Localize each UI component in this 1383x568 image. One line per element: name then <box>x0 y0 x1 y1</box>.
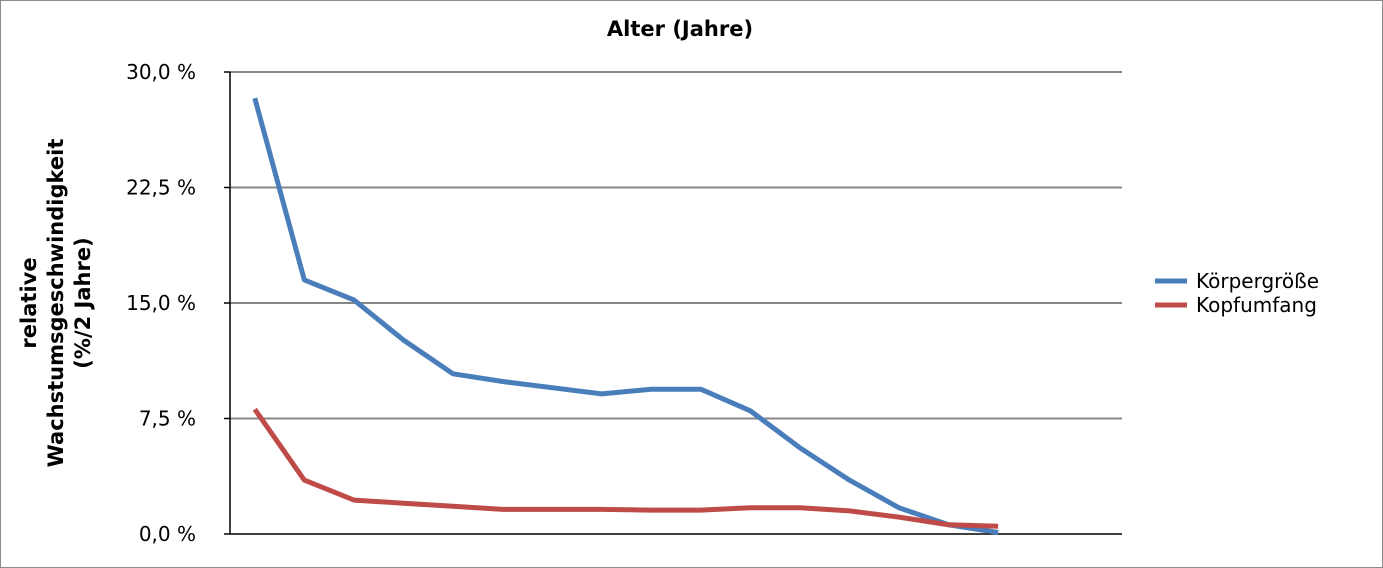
y-axis-label: relative Wachstumsgeschwindigkeit (%/2 J… <box>17 139 95 468</box>
y-tick-label: 22,5 % <box>126 176 196 200</box>
y-tick-label: 15,0 % <box>126 291 196 315</box>
y-tick-label: 30,0 % <box>126 60 196 84</box>
y-axis-label-line-1: relative <box>17 257 41 348</box>
y-tick-label: 7,5 % <box>139 407 196 431</box>
y-axis-label-line-3: (%/2 Jahre) <box>71 237 95 368</box>
gridlines <box>230 71 1122 420</box>
series-lines <box>252 97 999 535</box>
chart-title: Alter (Jahre) <box>607 17 753 41</box>
y-axis-label-line-2: Wachstumsgeschwindigkeit <box>44 139 68 468</box>
y-tick-label: 0,0 % <box>139 522 196 546</box>
series-line-2 <box>252 407 999 529</box>
legend-label: Kopfumfang <box>1196 293 1317 317</box>
y-tick-labels: 0,0 % 7,5 % 15,0 % 22,5 % 30,0 % <box>126 60 230 546</box>
legend-label: Körpergröße <box>1196 269 1319 293</box>
series-line-1 <box>252 97 999 535</box>
